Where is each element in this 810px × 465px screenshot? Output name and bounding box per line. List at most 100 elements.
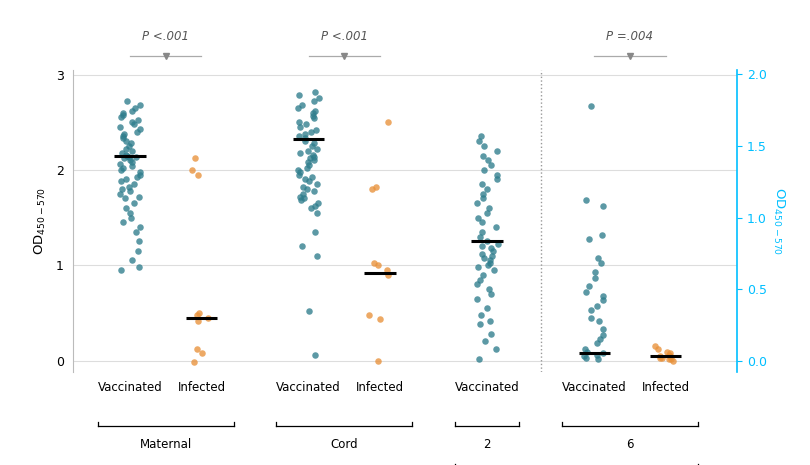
Point [113, 190, 126, 198]
Point [124, 209, 137, 217]
Point [308, 115, 321, 122]
Point [303, 161, 316, 169]
Point [484, 259, 497, 267]
Point [304, 155, 317, 162]
Point [114, 114, 127, 121]
Point [660, 348, 673, 356]
Point [590, 302, 603, 310]
Point [132, 193, 145, 200]
Point [298, 135, 311, 142]
Point [381, 266, 394, 274]
Point [663, 351, 676, 359]
Point [185, 166, 198, 173]
Point [490, 147, 503, 154]
Point [293, 193, 306, 200]
Point [122, 153, 135, 160]
Point [193, 309, 206, 317]
Point [309, 202, 322, 210]
Point [382, 271, 394, 279]
Point [365, 185, 378, 193]
Point [298, 176, 311, 183]
Point [596, 292, 609, 300]
Point [591, 254, 604, 261]
Point [122, 183, 135, 191]
Point [308, 157, 321, 164]
Point [311, 180, 324, 188]
Point [296, 242, 309, 250]
Point [471, 295, 484, 302]
Point [578, 352, 590, 360]
Point [127, 199, 140, 207]
Point [306, 109, 319, 116]
Point [307, 112, 320, 119]
Point [590, 339, 603, 347]
Point [296, 190, 309, 198]
Point [310, 126, 323, 133]
Point [303, 307, 316, 315]
Point [483, 286, 496, 293]
Point [131, 117, 144, 124]
Point [305, 128, 318, 135]
Point [120, 204, 133, 212]
Point [484, 290, 497, 298]
Point [382, 119, 395, 126]
Point [298, 130, 311, 137]
Point [484, 257, 497, 264]
Point [133, 238, 146, 245]
Point [473, 355, 486, 362]
Point [649, 343, 662, 350]
Point [474, 276, 487, 283]
Point [477, 271, 490, 279]
Point [305, 204, 318, 212]
Point [484, 244, 497, 252]
Point [471, 199, 484, 207]
Point [595, 259, 608, 267]
Point [116, 149, 129, 156]
Point [485, 252, 498, 259]
Point [475, 180, 488, 188]
Point [126, 147, 139, 154]
Text: 2: 2 [484, 438, 491, 452]
Point [123, 187, 136, 194]
Point [309, 88, 322, 95]
Point [132, 247, 145, 255]
Point [373, 315, 386, 322]
Point [308, 187, 321, 194]
Point [189, 155, 202, 162]
Point [472, 263, 485, 271]
Point [596, 231, 609, 239]
Point [591, 355, 604, 363]
Point [663, 350, 676, 357]
Point [134, 171, 147, 179]
Text: P =.004: P =.004 [607, 30, 654, 42]
Point [594, 335, 607, 343]
Point [471, 214, 484, 221]
Point [313, 95, 326, 102]
Point [117, 130, 130, 137]
Point [483, 204, 496, 212]
Point [481, 261, 494, 269]
Point [597, 202, 610, 210]
Point [655, 354, 668, 361]
Point [294, 149, 307, 156]
Point [579, 345, 592, 353]
Point [301, 185, 313, 193]
Point [485, 161, 498, 169]
Point [305, 142, 318, 150]
Point [292, 133, 305, 140]
Point [596, 350, 609, 357]
Point [294, 168, 307, 175]
Point [119, 145, 132, 153]
Point [299, 120, 312, 128]
Point [484, 317, 497, 324]
Text: Cord: Cord [330, 438, 358, 452]
Point [117, 164, 130, 172]
Point [127, 180, 140, 188]
Point [292, 166, 305, 173]
Point [309, 107, 322, 114]
Point [307, 151, 320, 158]
Point [654, 354, 667, 361]
Point [130, 173, 143, 180]
Point [295, 197, 308, 204]
Point [114, 166, 127, 173]
